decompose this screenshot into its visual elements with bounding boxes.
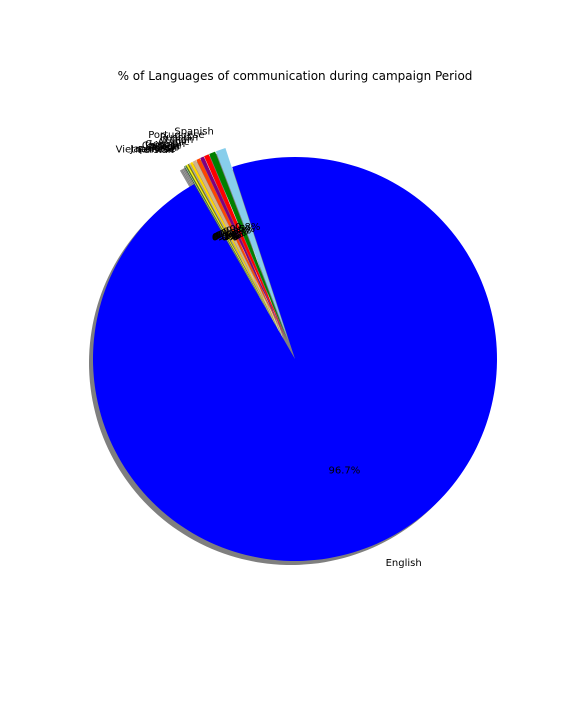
slice-pct-persian: 0.0%: [212, 232, 237, 243]
pie-slice-japanese: [185, 165, 286, 342]
slice-label-english: English: [386, 558, 422, 569]
slice-pct-dutch: 0.1%: [214, 231, 239, 242]
slice-pct-arabic: 0.3%: [221, 228, 246, 239]
slice-label-russian: Russian: [160, 133, 199, 144]
slice-label-italian: Italian: [162, 135, 193, 146]
pie-slice-spanish: [215, 147, 289, 340]
slice-label-persian: Persian: [138, 145, 174, 156]
slice-pct-english: 96.7%: [329, 466, 361, 477]
pie-slice-english: [93, 157, 498, 562]
slice-label-chinese: Chinese: [142, 141, 182, 152]
pie-slice-russian: [204, 154, 287, 341]
wedge-layer: [93, 147, 498, 562]
slice-label-polish: Polish: [148, 143, 177, 154]
slice-pct-polish: 0.1%: [214, 231, 239, 242]
pie-slice-arabic: [196, 158, 287, 341]
slice-pct-italian: 0.3%: [223, 227, 248, 238]
slice-pct-vietnamese: 0.0%: [212, 232, 237, 243]
slice-label-arabic: Arabic: [158, 137, 190, 148]
slice-pct-korean: 0.1%: [215, 231, 240, 242]
slice-label-portuguese: Portuguese: [148, 130, 204, 141]
label-layer: English 96.7% Spanish 0.8% Portuguese 0.5% Rus…: [116, 127, 422, 569]
pie-slice-chinese: [190, 161, 286, 342]
slice-pct-german: 0.3%: [218, 229, 243, 240]
pie-slice-persian: [183, 166, 285, 342]
pie-slice-german: [192, 160, 286, 341]
slice-label-german: German: [145, 139, 185, 150]
slice-pct-chinese: 0.2%: [216, 230, 241, 241]
slice-label-spanish: Spanish: [174, 127, 214, 138]
slice-label-dutch: Dutch: [149, 142, 179, 153]
slice-pct-spanish: 0.8%: [235, 222, 260, 233]
slice-label-japanese: Japanese: [129, 144, 175, 155]
slice-pct-portuguese: 0.5%: [230, 224, 255, 235]
pie-slice-italian: [200, 156, 287, 341]
pie-slice-polish: [186, 164, 286, 342]
slice-label-vietnamese: Vietnamese: [116, 145, 175, 156]
slice-pct-japanese: 0.1%: [213, 232, 238, 243]
slice-label-korean: Korean: [145, 142, 180, 153]
pie-slice-vietnamese: [184, 165, 285, 342]
pie-slice-portuguese: [209, 151, 288, 341]
chart-title: % of Languages of communication during c…: [118, 69, 473, 83]
pie-slice-korean: [188, 163, 286, 342]
pie-slice-dutch: [187, 163, 286, 342]
slice-pct-russian: 0.4%: [226, 225, 251, 236]
